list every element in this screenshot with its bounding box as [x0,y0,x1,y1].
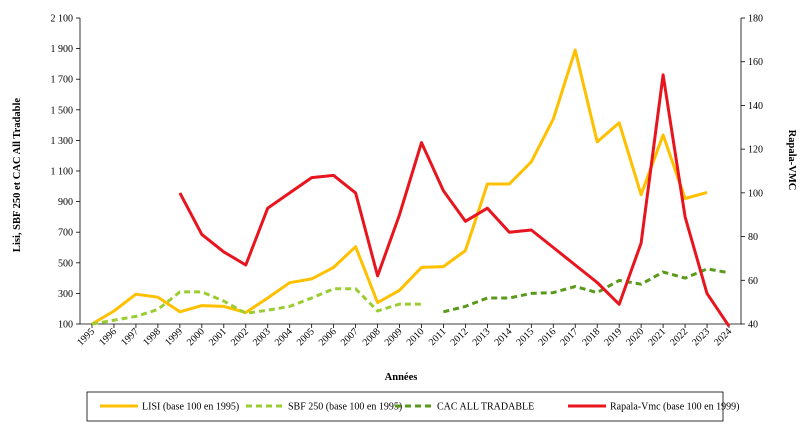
x-tick-label: 2010 [405,326,427,348]
x-tick-label: 1996 [97,326,119,348]
x-tick-label: 2024 [712,326,734,348]
y-left-tick-label: 500 [58,258,73,269]
legend-label: Rapala-Vmc (base 100 en 1999) [610,402,739,413]
x-tick-label: 2006 [317,326,339,348]
legend-label: LISI (base 100 en 1995) [142,402,239,413]
series-line-lisi-base-100-en-1995 [91,48,708,326]
y-right-tick-label: 160 [748,57,763,68]
y-left-tick-label: 1 700 [51,75,74,86]
x-tick-label: 2013 [471,326,493,348]
y-right-tick-label: 120 [748,145,763,156]
y-right-axis-title: Rapala-VMC [786,130,797,191]
y-left-tick-label: 700 [58,228,73,239]
y-left-tick-label: 1 300 [51,136,74,147]
x-axis-title: Années [385,372,418,383]
y-right-tick-label: 100 [748,188,763,199]
series-lines [91,48,731,328]
y-left-tick-labels: 100 300 500 700 900 1 100 1 300 1 500 1 700 1 900… [51,14,74,331]
y-left-tick-label: 100 [58,320,73,331]
y-left-tick-label: 1 900 [51,44,74,55]
y-right-tick-label: 60 [748,276,758,287]
y-left-tick-label: 1 100 [51,167,74,178]
x-tick-label: 2011 [427,326,449,348]
x-tick-label: 2007 [339,326,361,348]
x-tick-label: 1997 [119,326,141,348]
series-line-rapala-vmc-base-100-en-1999 [178,73,731,328]
x-tick-label: 2018 [580,326,602,348]
y-left-tick-label: 2 100 [51,14,74,25]
y-left-axis-title: Lisi, SBF 250 et CAC All Tradable [12,98,23,252]
x-tick-label: 2009 [383,326,405,348]
x-tick-label: 2021 [646,326,668,348]
axes [76,17,745,328]
y-right-tick-label: 80 [748,232,758,243]
x-tick-label: 2002 [229,326,251,348]
legend-label: SBF 250 (base 100 en 1995) [288,402,402,413]
y-right-tick-label: 180 [748,14,763,25]
y-left-tick-label: 900 [58,197,73,208]
x-tick-label: 1999 [163,326,185,348]
x-tick-label: 2017 [558,326,580,348]
x-tick-label: 2003 [251,326,273,348]
y-right-tick-label: 40 [748,320,758,331]
x-tick-label: 2015 [515,326,537,348]
y-right-tick-labels: 40 60 80 100 120 140 160 180 [748,14,763,331]
x-tick-label: 2012 [449,326,471,348]
x-tick-label: 2019 [602,326,624,348]
x-tick-label: 2008 [361,326,383,348]
x-tick-label: 2005 [295,326,317,348]
x-tick-label: 2023 [690,326,712,348]
x-tick-label: 1995 [75,326,97,348]
x-tick-label: 2004 [273,326,295,348]
x-tick-label: 2016 [536,326,558,348]
x-tick-label: 2000 [185,326,207,348]
x-tick-label: 2001 [207,326,229,348]
legend-label: CAC ALL TRADABLE [437,402,534,413]
legend: LISI (base 100 en 1995) SBF 250 (base 100… [86,391,739,422]
x-tick-label: 1998 [141,326,163,348]
x-tick-label: 2020 [624,326,646,348]
legend-items: LISI (base 100 en 1995) SBF 250 (base 100… [100,402,739,413]
y-right-tick-label: 140 [748,101,763,112]
x-tick-label: 2022 [668,326,690,348]
y-left-tick-label: 300 [58,289,73,300]
x-tick-label: 2014 [493,326,515,348]
x-tick-labels: 1995 1996 1997 1998 1999 2000 2001 2002 2003 2004… [75,326,734,348]
y-left-tick-label: 1 500 [51,105,74,116]
